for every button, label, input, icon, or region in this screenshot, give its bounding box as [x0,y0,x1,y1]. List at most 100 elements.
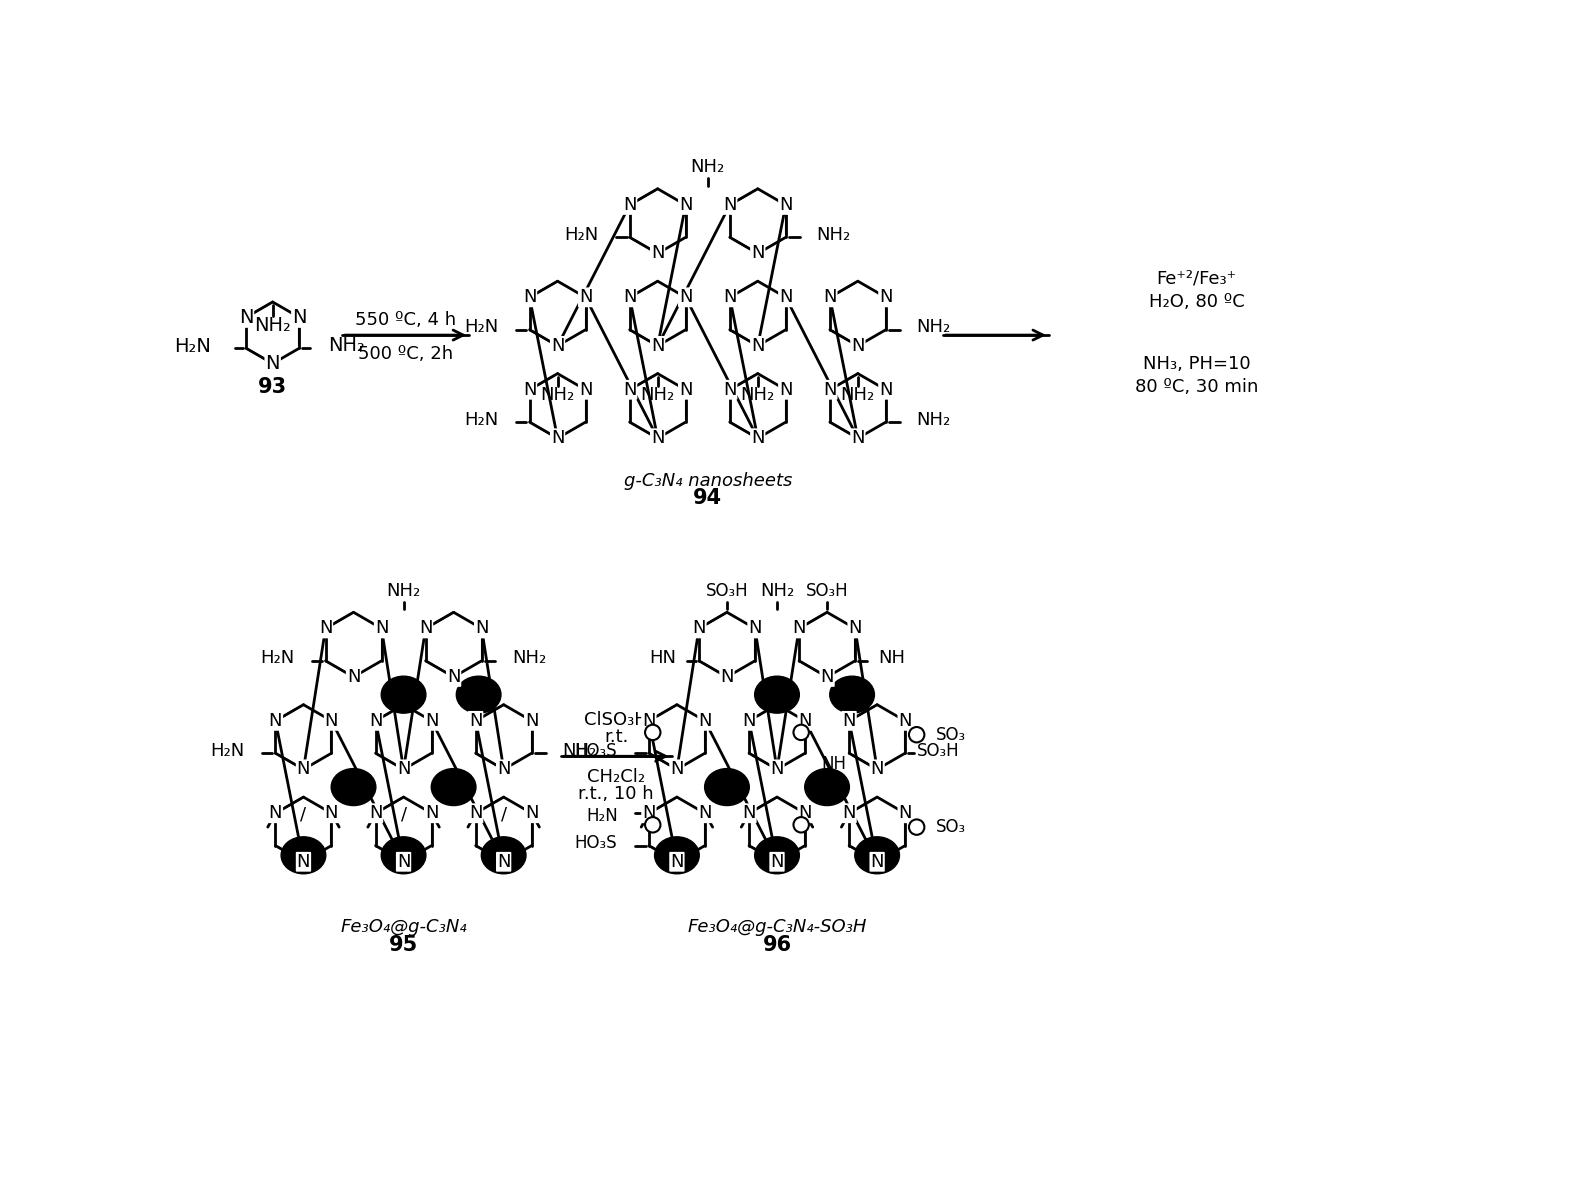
Text: CH₂Cl₂: CH₂Cl₂ [587,769,644,787]
Text: N: N [346,668,360,686]
Text: N: N [871,760,884,778]
Text: N: N [297,853,309,871]
Text: N: N [778,196,793,214]
Text: r.t., 10 h: r.t., 10 h [579,785,654,803]
Text: H₂N: H₂N [587,807,619,825]
Text: ⊕: ⊕ [648,818,659,832]
Ellipse shape [281,837,325,874]
Text: N: N [748,620,762,638]
Text: N: N [419,620,432,638]
Text: N: N [368,712,383,730]
Text: N: N [397,853,410,871]
Circle shape [644,724,660,740]
Text: N: N [852,429,864,447]
Text: 96: 96 [762,934,791,955]
Text: N: N [579,381,592,399]
Text: ⊕: ⊕ [796,818,807,832]
Text: N: N [852,336,864,354]
Text: N: N [842,805,857,823]
Text: NH₂: NH₂ [386,581,421,599]
Text: N: N [643,712,656,730]
Text: N: N [670,853,684,871]
Text: ⊖: ⊖ [911,728,922,742]
Circle shape [793,817,809,832]
Ellipse shape [482,837,526,874]
Text: N: N [475,620,488,638]
Text: N: N [579,288,592,306]
Text: N: N [624,381,636,399]
Text: N: N [498,853,510,871]
Text: SO₃: SO₃ [936,725,967,743]
Text: N: N [842,712,857,730]
Text: N: N [751,429,764,447]
Text: NH₂: NH₂ [641,387,675,405]
Text: ⊕: ⊕ [796,725,807,740]
Ellipse shape [654,837,699,874]
Text: NH₂: NH₂ [512,650,547,668]
Text: NH₂: NH₂ [254,316,292,335]
Text: N: N [742,712,756,730]
Text: HO₃S: HO₃S [574,835,617,853]
Text: N: N [424,805,439,823]
Text: N: N [424,712,439,730]
Text: N: N [397,760,410,778]
Text: NH₂: NH₂ [740,387,775,405]
Text: N: N [692,620,705,638]
Text: N: N [469,805,482,823]
Text: N: N [498,760,510,778]
Text: N: N [624,196,636,214]
Text: N: N [525,805,539,823]
Text: N: N [798,712,812,730]
Text: 80 ºC, 30 min: 80 ºC, 30 min [1136,377,1258,395]
Text: /: / [501,805,507,823]
Text: N: N [624,288,636,306]
Circle shape [793,724,809,740]
Text: H₂N: H₂N [565,226,598,244]
Text: NH₂: NH₂ [759,581,794,599]
Text: SO₃H: SO₃H [805,581,849,599]
Text: N: N [849,620,861,638]
Text: N: N [879,288,893,306]
Text: Fe₃O₄@g-C₃N₄-SO₃H: Fe₃O₄@g-C₃N₄-SO₃H [687,919,866,937]
Text: N: N [643,805,656,823]
Text: NH: NH [821,755,845,773]
Text: H₂O, 80 ºC: H₂O, 80 ºC [1148,293,1244,311]
Text: NH₂: NH₂ [917,318,951,336]
Text: NH₃, PH=10: NH₃, PH=10 [1144,354,1250,372]
Text: 95: 95 [389,934,418,955]
Text: N: N [723,381,737,399]
Text: N: N [723,288,737,306]
Text: N: N [742,805,756,823]
Text: N: N [898,805,912,823]
Text: N: N [651,245,665,263]
Text: N: N [297,760,309,778]
Text: NH₂: NH₂ [541,387,574,405]
Ellipse shape [855,837,900,874]
Text: 94: 94 [694,489,723,508]
Text: N: N [699,805,711,823]
Ellipse shape [381,837,426,874]
Text: N: N [679,288,692,306]
Text: N: N [268,805,282,823]
Text: 550 ºC, 4 h: 550 ºC, 4 h [354,311,456,329]
Circle shape [909,727,925,742]
Text: NH₂: NH₂ [841,387,876,405]
Text: N: N [778,288,793,306]
Text: N: N [798,805,812,823]
Text: N: N [268,712,282,730]
Text: N: N [823,381,837,399]
Text: N: N [368,805,383,823]
Text: N: N [523,381,536,399]
Text: NH₂: NH₂ [917,411,951,429]
Text: r.t.: r.t. [605,728,628,746]
Text: SO₃H: SO₃H [917,742,959,760]
Text: N: N [670,760,684,778]
Text: N: N [723,196,737,214]
Text: N: N [265,354,279,374]
Text: N: N [550,429,565,447]
Text: SO₃: SO₃ [936,818,967,836]
Text: /: / [400,805,407,823]
Text: N: N [523,288,536,306]
Text: 93: 93 [258,377,287,396]
Text: H₂N: H₂N [211,742,244,760]
